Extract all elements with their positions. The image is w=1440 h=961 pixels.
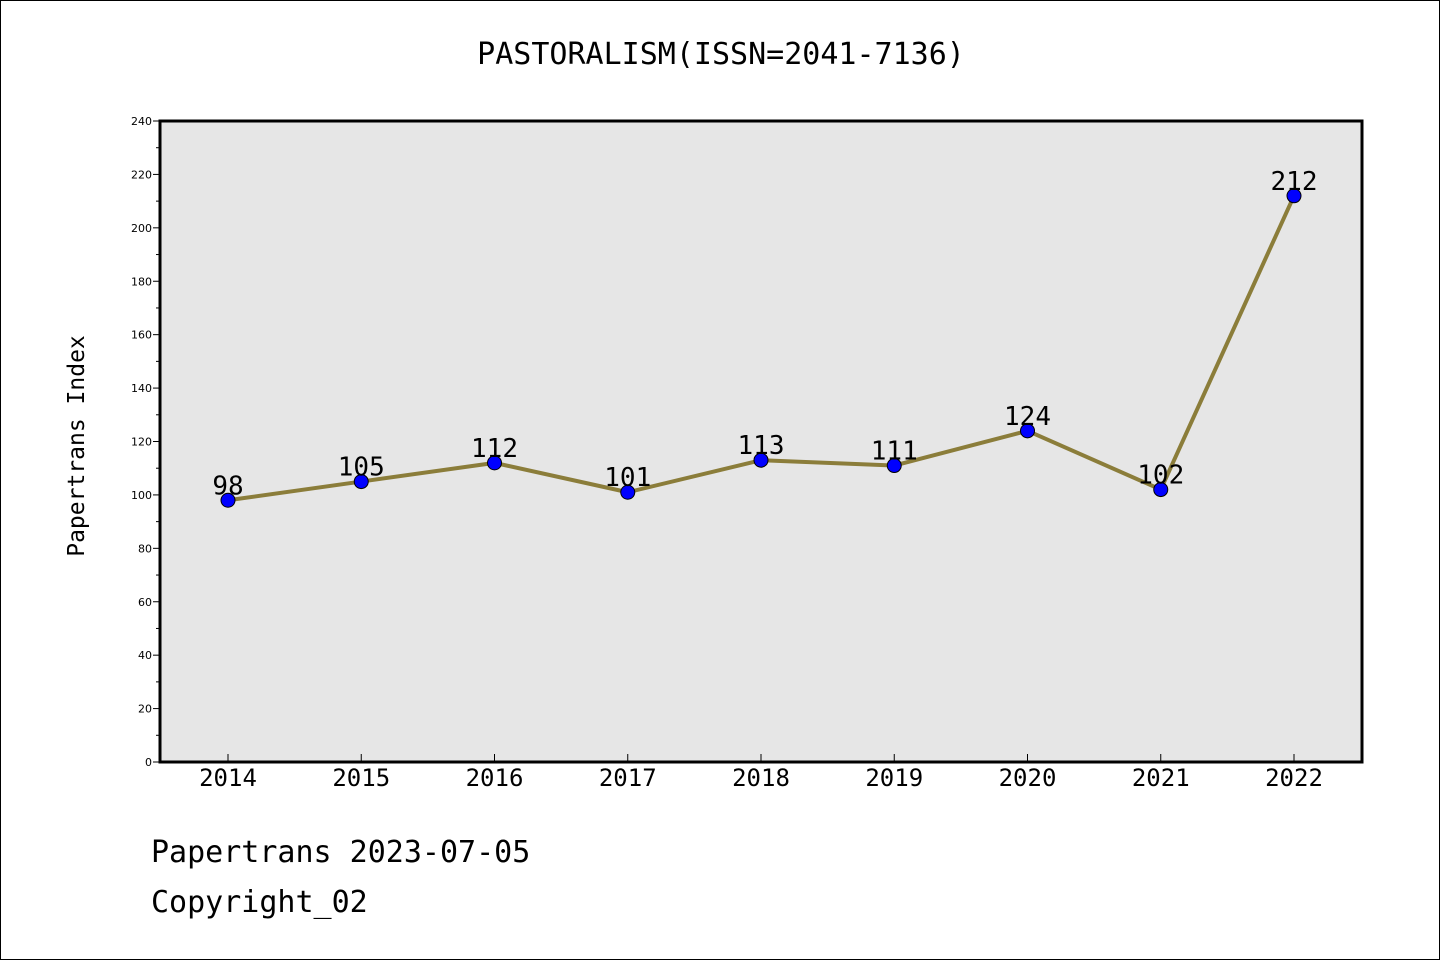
x-tick-label: 2017 — [599, 764, 657, 792]
data-point — [1153, 482, 1169, 498]
data-point — [1286, 188, 1302, 204]
x-tick-label: 2016 — [466, 764, 524, 792]
plot-background — [160, 121, 1362, 762]
data-label: 112 — [471, 434, 518, 464]
data-label: 113 — [738, 431, 785, 461]
data-label: 105 — [338, 453, 385, 483]
data-point — [1020, 423, 1035, 439]
y-tick-label: 40 — [138, 649, 152, 662]
data-point — [753, 452, 769, 468]
y-tick-label: 80 — [138, 542, 152, 555]
y-tick-label: 220 — [131, 168, 152, 181]
x-tick-label: 2021 — [1132, 764, 1190, 792]
x-tick-label: 2014 — [199, 764, 257, 792]
x-tick-label: 2018 — [732, 764, 790, 792]
data-label: 98 — [212, 471, 243, 501]
x-tick-label: 2020 — [999, 764, 1057, 792]
data-point — [487, 455, 502, 471]
data-label: 124 — [1004, 402, 1051, 432]
y-tick-label: 140 — [131, 382, 152, 395]
series-papertrans-index: 98 105 112 101 113 111 124 102 212 — [212, 167, 1318, 508]
y-tick-label: 180 — [131, 275, 152, 288]
footer-copyright: Copyright_02 — [151, 885, 368, 920]
data-point — [886, 458, 902, 474]
y-tick-label: 200 — [131, 222, 152, 235]
data-label: 111 — [871, 437, 918, 467]
data-label: 212 — [1271, 167, 1318, 197]
y-tick-label: 0 — [145, 756, 152, 769]
x-axis-ticks: 2014 2015 2016 2017 2018 2019 2020 2021 2022 — [199, 754, 1323, 792]
data-point — [220, 492, 236, 508]
x-tick-label: 2022 — [1265, 764, 1323, 792]
x-tick-label: 2019 — [865, 764, 923, 792]
data-label: 102 — [1137, 461, 1184, 491]
y-tick-label: 240 — [131, 115, 152, 128]
data-point — [353, 474, 369, 490]
y-tick-label: 60 — [138, 596, 152, 609]
data-label: 101 — [604, 463, 651, 493]
y-tick-label: 20 — [138, 703, 152, 716]
data-point — [620, 484, 636, 500]
x-tick-label: 2015 — [332, 764, 390, 792]
y-tick-label: 120 — [131, 436, 152, 449]
footer-date: Papertrans 2023-07-05 — [151, 835, 531, 870]
plot-border — [158, 119, 1364, 764]
y-tick-label: 160 — [131, 329, 152, 342]
y-axis-ticks: 0 20 40 60 80 100 120 140 160 180 200 220 240 — [131, 115, 160, 769]
y-tick-label: 100 — [131, 489, 152, 502]
chart-title: PASTORALISM(ISSN=2041-7136) — [477, 37, 965, 72]
